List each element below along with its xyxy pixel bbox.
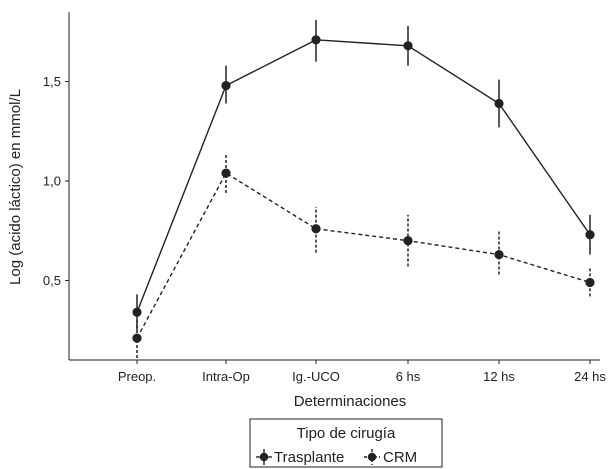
data-point-crm [221,168,231,178]
data-point-trasplante [494,98,504,109]
data-point-trasplante [311,35,321,45]
x-tick-label: Ig.-UCO [292,369,340,384]
data-point-crm [132,333,142,343]
legend-key-point-trasplante [259,452,269,462]
x-axis-title: Determinaciones [294,393,407,410]
data-point-crm [403,236,413,246]
legend-label-trasplante: Trasplante [274,449,344,466]
x-tick-label: 12 hs [483,369,515,384]
y-ticks: 0,5 1,0 1,5 [43,74,69,288]
axes [68,12,600,361]
legend-key-point-crm [367,452,377,462]
y-axis-title: Log (acido láctico) en mmol/L [7,89,24,285]
x-ticks: Preop. Intra-Op Ig.-UCO 6 hs 12 hs 24 hs [118,360,606,384]
y-tick-label: 1,5 [43,74,61,89]
series-layer [132,19,595,359]
x-tick-label: Preop. [118,369,156,384]
data-point-crm [585,277,595,288]
x-tick-label: Intra-Op [202,369,250,384]
legend-title: Tipo de cirugía [297,425,396,442]
data-point-crm [494,250,504,260]
series-trasplante [132,19,595,331]
y-tick-label: 1,0 [43,174,61,189]
legend: Tipo de cirugía Trasplante CRM [249,418,443,468]
series-line-crm [136,172,591,339]
data-point-trasplante [132,307,142,317]
legend-key-crm [364,449,380,465]
x-tick-label: 24 hs [574,369,606,384]
data-point-trasplante [585,230,595,240]
legend-box [249,418,443,468]
data-point-trasplante [221,80,231,91]
series-line-trasplante [136,39,591,313]
y-tick-label: 0,5 [43,273,61,288]
data-point-trasplante [403,41,413,51]
series-crm [132,153,595,359]
legend-key-trasplante [256,449,272,465]
legend-label-crm: CRM [383,449,417,466]
x-tick-label: 6 hs [396,369,421,384]
data-point-crm [311,224,321,234]
